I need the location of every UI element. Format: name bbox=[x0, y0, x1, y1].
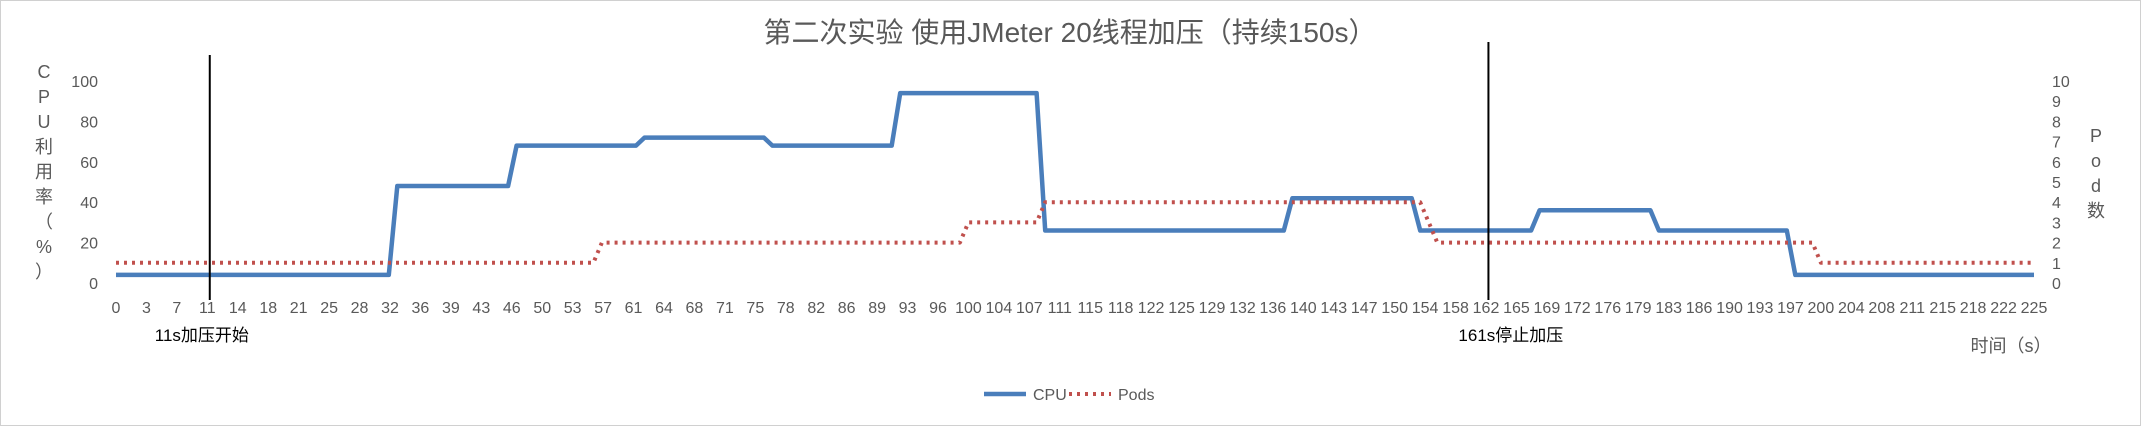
x-tick-label: 147 bbox=[1351, 300, 1378, 317]
x-tick-label: 96 bbox=[929, 300, 947, 317]
x-tick-label: 93 bbox=[899, 300, 917, 317]
x-tick-label: 190 bbox=[1716, 300, 1743, 317]
x-tick-label: 0 bbox=[112, 300, 121, 317]
y-tick-label-left: 100 bbox=[71, 74, 98, 91]
legend-label-cpu: CPU bbox=[1033, 387, 1067, 404]
series-line-cpu bbox=[116, 90, 2034, 278]
annotation-label: 161s停止加压 bbox=[1458, 326, 1563, 345]
x-tick-label: 107 bbox=[1016, 300, 1043, 317]
x-tick-label: 136 bbox=[1260, 300, 1287, 317]
x-tick-label: 78 bbox=[777, 300, 795, 317]
x-tick-label: 14 bbox=[229, 300, 247, 317]
y-axis-title-left: C P U 利用率（%） bbox=[35, 62, 53, 282]
x-tick-label: 158 bbox=[1442, 300, 1469, 317]
y-tick-label-left: 40 bbox=[80, 195, 98, 212]
x-tick-label: 104 bbox=[986, 300, 1013, 317]
y-tick-label-left: 20 bbox=[80, 236, 98, 253]
chart-title: 第二次实验 使用JMeter 20线程加压（持续150s） bbox=[764, 17, 1377, 48]
x-tick-label: 115 bbox=[1077, 300, 1103, 317]
x-tick-label: 75 bbox=[746, 300, 764, 317]
x-tick-label: 179 bbox=[1625, 300, 1652, 317]
x-tick-label: 64 bbox=[655, 300, 673, 317]
x-tick-label: 25 bbox=[320, 300, 338, 317]
x-tick-label: 46 bbox=[503, 300, 521, 317]
x-tick-label: 39 bbox=[442, 300, 460, 317]
x-tick-label: 129 bbox=[1199, 300, 1226, 317]
x-tick-label: 11 bbox=[199, 300, 216, 317]
x-tick-label: 57 bbox=[594, 300, 612, 317]
x-tick-label: 21 bbox=[290, 300, 308, 317]
x-tick-label: 53 bbox=[564, 300, 582, 317]
x-tick-label: 43 bbox=[472, 300, 490, 317]
x-tick-label: 100 bbox=[955, 300, 982, 317]
x-tick-label: 18 bbox=[259, 300, 277, 317]
x-tick-label: 86 bbox=[838, 300, 856, 317]
y-tick-label-left: 0 bbox=[89, 276, 98, 293]
y-tick-label-right: 4 bbox=[2052, 195, 2061, 212]
x-tick-label: 204 bbox=[1838, 300, 1865, 317]
x-tick-label: 208 bbox=[1868, 300, 1895, 317]
x-tick-label: 71 bbox=[716, 300, 734, 317]
y-axis-right: 0 1 2 3 4 5 6 7 8 9 10 bbox=[2052, 74, 2070, 293]
x-tick-label: 165 bbox=[1503, 300, 1530, 317]
y-tick-label-right: 6 bbox=[2052, 155, 2061, 172]
y-tick-label-right: 1 bbox=[2052, 256, 2061, 273]
x-tick-label: 143 bbox=[1320, 300, 1347, 317]
annotation-label: 11s加压开始 bbox=[155, 326, 249, 345]
y-tick-label-left: 80 bbox=[80, 114, 98, 131]
x-tick-label: 61 bbox=[625, 300, 643, 317]
x-tick-label: 154 bbox=[1412, 300, 1439, 317]
x-tick-label: 132 bbox=[1229, 300, 1256, 317]
x-tick-label: 7 bbox=[172, 300, 181, 317]
x-tick-label: 215 bbox=[1929, 300, 1956, 317]
y-tick-label-right: 9 bbox=[2052, 94, 2061, 111]
x-tick-label: 222 bbox=[1990, 300, 2017, 317]
y-tick-label-right: 5 bbox=[2052, 175, 2061, 192]
x-tick-label: 118 bbox=[1108, 300, 1134, 317]
legend-label-pods: Pods bbox=[1118, 387, 1154, 404]
y-tick-label-right: 3 bbox=[2052, 215, 2061, 232]
x-tick-label: 211 bbox=[1899, 300, 1925, 317]
x-tick-label: 186 bbox=[1686, 300, 1713, 317]
x-tick-label: 28 bbox=[351, 300, 369, 317]
series-lines bbox=[116, 90, 2034, 278]
y-tick-label-left: 60 bbox=[80, 155, 98, 172]
y-axis-left: 0 20 40 60 80 100 bbox=[71, 74, 98, 293]
x-tick-label: 36 bbox=[412, 300, 430, 317]
y-tick-label-right: 0 bbox=[2052, 276, 2061, 293]
y-tick-label-right: 8 bbox=[2052, 114, 2061, 131]
annotations: 11s加压开始 161s停止加压 bbox=[155, 42, 1563, 345]
x-axis: 0 3 7 11 14 18 21 25 28 32 36 39 43 46 50 53 57 61 64 68 71 7… bbox=[112, 300, 2048, 317]
x-tick-label: 172 bbox=[1564, 300, 1591, 317]
x-tick-label: 32 bbox=[381, 300, 399, 317]
x-tick-label: 68 bbox=[686, 300, 704, 317]
x-tick-label: 169 bbox=[1534, 300, 1561, 317]
x-tick-label: 183 bbox=[1655, 300, 1682, 317]
x-tick-label: 50 bbox=[533, 300, 551, 317]
x-tick-label: 111 bbox=[1048, 300, 1072, 317]
legend: CPU Pods bbox=[984, 387, 1154, 404]
y-tick-label-right: 10 bbox=[2052, 74, 2070, 91]
x-tick-label: 140 bbox=[1290, 300, 1317, 317]
x-tick-label: 197 bbox=[1777, 300, 1804, 317]
x-tick-label: 125 bbox=[1168, 300, 1195, 317]
y-tick-label-right: 2 bbox=[2052, 236, 2061, 253]
x-tick-label: 89 bbox=[868, 300, 886, 317]
x-tick-label: 150 bbox=[1381, 300, 1408, 317]
x-tick-label: 176 bbox=[1594, 300, 1621, 317]
x-tick-label: 193 bbox=[1747, 300, 1774, 317]
y-tick-label-right: 7 bbox=[2052, 135, 2061, 152]
x-tick-label: 122 bbox=[1138, 300, 1165, 317]
x-tick-label: 225 bbox=[2021, 300, 2048, 317]
x-axis-title: 时间（s） bbox=[1971, 336, 2052, 356]
x-tick-label: 82 bbox=[807, 300, 825, 317]
x-tick-label: 218 bbox=[1960, 300, 1987, 317]
x-tick-label: 162 bbox=[1473, 300, 1500, 317]
x-tick-label: 200 bbox=[1808, 300, 1835, 317]
x-tick-label: 3 bbox=[142, 300, 151, 317]
